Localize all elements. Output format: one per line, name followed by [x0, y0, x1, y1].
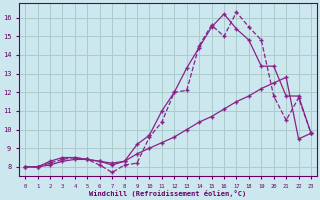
X-axis label: Windchill (Refroidissement éolien,°C): Windchill (Refroidissement éolien,°C) [90, 190, 247, 197]
